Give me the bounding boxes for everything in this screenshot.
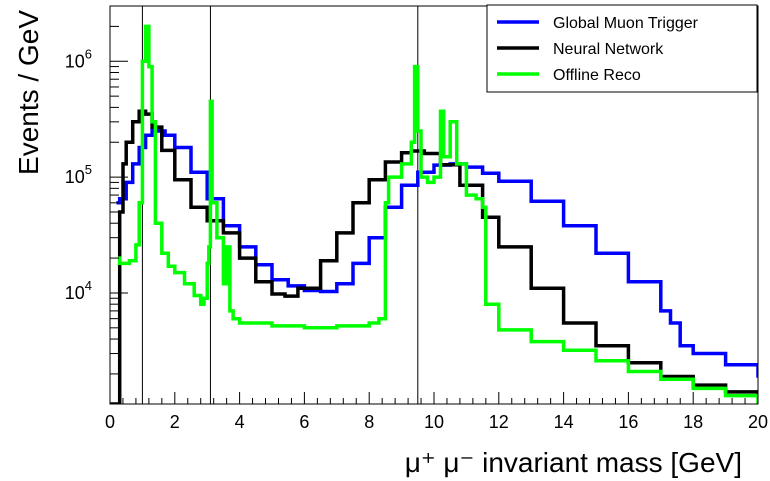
series-line-2 [117, 24, 758, 404]
y-tick-label: 104 [65, 278, 92, 303]
x-tick-label: 20 [748, 412, 768, 432]
y-tick-label: 105 [65, 162, 92, 187]
series-line-0 [116, 128, 758, 378]
x-tick-label: 10 [424, 412, 444, 432]
x-tick-label: 14 [554, 412, 574, 432]
legend-label: Global Muon Trigger [553, 15, 699, 32]
y-tick-label: 106 [65, 46, 92, 71]
legend-label: Neural Network [553, 41, 664, 58]
x-tick-label: 18 [683, 412, 703, 432]
axes: 0 2 4 6 8 10 12 14 16 18 20 104 105 106 [65, 5, 768, 432]
plot-area [110, 6, 758, 404]
legend: Global Muon Trigger Neural Network Offline… [486, 4, 758, 93]
x-tick-label: 4 [235, 412, 245, 432]
x-tick-label: 8 [364, 412, 374, 432]
x-tick-label: 0 [105, 412, 115, 432]
y-axis-title: Events / GeV [13, 10, 44, 175]
x-tick-label: 16 [618, 412, 638, 432]
x-axis-title: μ⁺ μ⁻ invariant mass [GeV] [405, 447, 742, 478]
x-tick-label: 2 [170, 412, 180, 432]
x-tick-label: 12 [489, 412, 509, 432]
x-tick-label: 6 [299, 412, 309, 432]
series-group [110, 24, 758, 404]
legend-label: Offline Reco [553, 67, 641, 84]
